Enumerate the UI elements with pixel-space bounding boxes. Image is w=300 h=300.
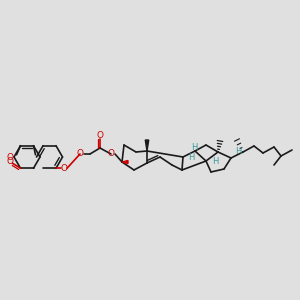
Text: H: H — [188, 154, 194, 163]
Polygon shape — [122, 160, 128, 164]
Text: O: O — [107, 149, 115, 158]
Polygon shape — [145, 140, 149, 151]
Text: O: O — [76, 149, 83, 158]
Text: O: O — [61, 164, 68, 173]
Text: O: O — [97, 131, 104, 140]
Text: H: H — [191, 143, 197, 152]
Text: O: O — [7, 152, 14, 161]
Text: H: H — [235, 148, 241, 157]
Text: H: H — [212, 157, 218, 166]
Text: O: O — [6, 157, 13, 166]
